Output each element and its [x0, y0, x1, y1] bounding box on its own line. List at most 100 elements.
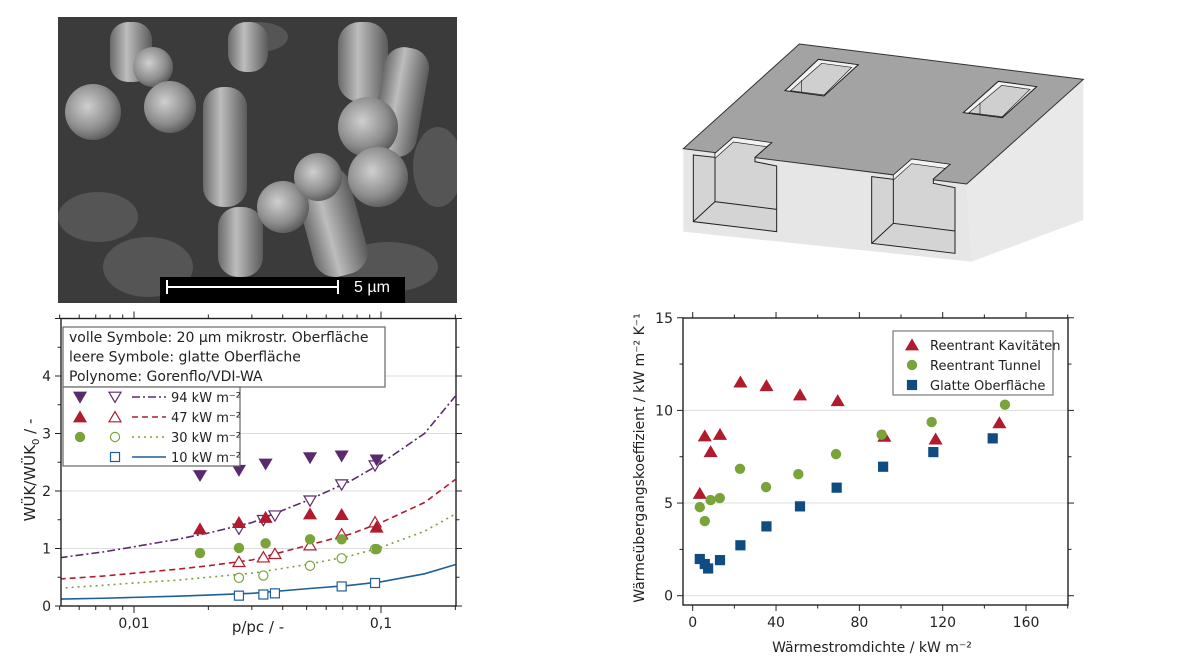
- data-point-square: [831, 482, 842, 493]
- x-tick-label: 0: [688, 615, 697, 631]
- data-point-square: [794, 501, 806, 512]
- data-point-circle: [714, 492, 725, 504]
- data-point-triangle-up: [697, 429, 712, 442]
- data-point-circle: [999, 399, 1011, 410]
- x-tick-label: 40: [767, 615, 785, 631]
- legend-marker-open: [109, 451, 121, 463]
- x-axis-label: Wärmestromdichte / kW m⁻²: [772, 640, 972, 656]
- data-point-triangle-up: [692, 486, 707, 499]
- legend-label: 94 kW m⁻²: [171, 391, 241, 406]
- fit-curve-2: [61, 513, 456, 589]
- x-tick-label: 160: [1013, 615, 1040, 631]
- fit-curve-0: [61, 395, 456, 559]
- y-tick-label: 5: [664, 496, 673, 512]
- legend-marker-filled: [72, 410, 88, 423]
- data-point-filled: [258, 510, 273, 523]
- data-point-filled: [302, 507, 318, 520]
- fit-curve-1: [61, 478, 456, 580]
- data-point-open: [267, 547, 282, 560]
- y-tick-label: 1: [42, 542, 51, 558]
- data-point-triangle-up: [830, 394, 845, 407]
- data-point-open: [269, 588, 281, 599]
- data-point-triangle-up: [733, 375, 748, 388]
- legend-marker: [906, 379, 918, 391]
- data-point-filled: [260, 538, 271, 549]
- info-box-line: Polynome: Gorenflo/VDI-WA: [69, 369, 263, 385]
- x-tick-label: 120: [929, 615, 956, 631]
- data-point-triangle-up: [703, 445, 718, 458]
- tunnel-cutout-left: [692, 136, 778, 233]
- x-tick-label: 0,1: [370, 616, 392, 632]
- data-point-circle: [793, 468, 804, 480]
- data-point-circle: [830, 448, 842, 460]
- data-point-filled: [231, 516, 246, 529]
- scale-bar-label: 5 µm: [354, 279, 390, 296]
- scale-bar-line: [166, 280, 339, 294]
- y-tick-label: 0: [664, 589, 673, 605]
- legend-marker-open: [107, 391, 123, 404]
- legend-item: 30 kW m⁻²: [74, 431, 241, 446]
- sem-micrograph: 5 µm: [58, 17, 457, 303]
- top-face: [682, 43, 1085, 185]
- data-point-filled: [304, 534, 316, 545]
- info-box-line: volle Symbole: 20 µm mikrostr. Oberfläch…: [69, 330, 369, 346]
- data-point-filled: [334, 507, 349, 520]
- legend-marker-filled: [74, 431, 86, 443]
- legend-marker-open: [109, 431, 121, 443]
- legend: Reentrant Kavitäten Reentrant Tunnel Glatt…: [892, 330, 1061, 396]
- y-tick-label: 0: [42, 599, 51, 615]
- legend-marker: [906, 359, 918, 371]
- data-point-filled: [336, 534, 347, 545]
- data-point-square: [761, 521, 772, 532]
- y-axis-label: WÜK/WÜK0 / -: [20, 419, 42, 522]
- data-point-open: [302, 538, 318, 551]
- data-point-circle: [699, 515, 710, 527]
- chart-heat-transfer-coefficient: 0 5 10 15 0 40 80 120 160 Wärmestromdichte / kW m…: [632, 311, 1074, 656]
- subscript: 0: [31, 439, 42, 445]
- legend-item: 47 kW m⁻²: [72, 410, 241, 426]
- legend-marker-open: [107, 410, 123, 423]
- cavity-opening-1: [783, 58, 860, 97]
- legend-item: Reentrant Kavitäten: [904, 338, 1061, 354]
- data-point-filled: [194, 547, 206, 559]
- data-point-open: [233, 572, 245, 584]
- legend-item: 10 kW m⁻²: [109, 451, 241, 466]
- data-point-square: [714, 555, 726, 566]
- x-axis-label: p/pc / -: [232, 618, 284, 636]
- data-point-square: [878, 461, 889, 472]
- data-point-filled: [192, 470, 208, 483]
- y-axis-label: Wärmeübergangskoeffizient / kW m⁻² K⁻¹: [632, 313, 648, 603]
- y-tick-label: 2: [42, 484, 51, 500]
- data-point-open: [267, 510, 282, 523]
- legend-frame: [892, 330, 1054, 396]
- legend-marker: [904, 338, 920, 351]
- data-point-triangle-up: [759, 379, 774, 392]
- data-point-filled: [369, 454, 384, 467]
- data-point-square: [928, 446, 939, 458]
- legend-label: Reentrant Kavitäten: [930, 339, 1061, 354]
- info-box-line: leere Symbole: glatte Oberfläche: [69, 350, 301, 366]
- legend-marker-filled: [72, 391, 88, 404]
- data-point-triangle-up: [992, 416, 1007, 429]
- data-point-circle: [694, 501, 705, 513]
- legend: 94 kW m⁻² 47 kW m⁻² 30 kW m⁻² 10 kW m⁻²: [62, 386, 241, 467]
- data-point-filled: [334, 450, 349, 463]
- y-tick-label: 4: [42, 369, 51, 385]
- legend-label: 10 kW m⁻²: [171, 451, 241, 466]
- data-point-open: [256, 550, 271, 563]
- plot-frame: [682, 317, 1069, 606]
- y-tick-label: 10: [655, 403, 673, 419]
- data-point-filled: [371, 543, 382, 555]
- fit-curve-3: [61, 563, 456, 600]
- legend-label: 47 kW m⁻²: [171, 411, 241, 426]
- data-point-open: [233, 590, 245, 601]
- data-point-open: [231, 555, 246, 568]
- tunnel-cutout-right: [871, 158, 956, 254]
- data-point-open: [304, 560, 316, 571]
- y-tick-label: 3: [42, 427, 51, 443]
- data-point-filled: [302, 452, 318, 465]
- data-point-circle: [734, 463, 746, 474]
- data-point-filled: [192, 522, 208, 535]
- chart-enhancement-ratio: p/pc / - 0 1 2 3 4 0,01 0,1 WÜK/WÜK0 / - volle S…: [20, 311, 462, 636]
- sem-microstructure-image: [58, 17, 457, 303]
